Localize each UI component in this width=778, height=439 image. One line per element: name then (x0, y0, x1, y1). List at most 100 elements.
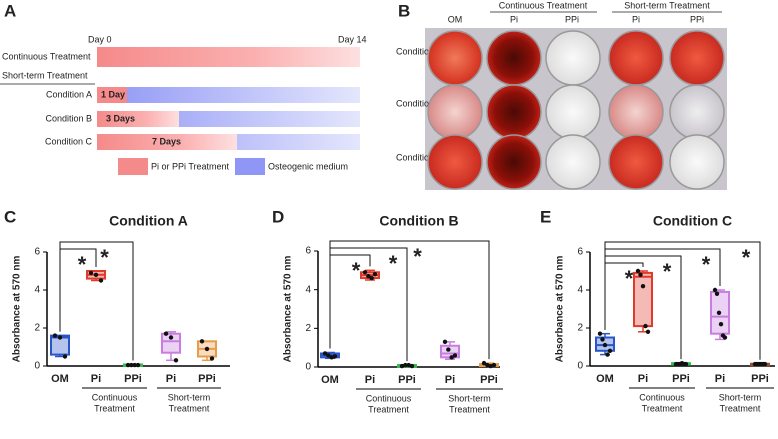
x-tick-label: Pi (445, 374, 455, 386)
well (545, 84, 601, 140)
significance-label: * (625, 266, 634, 291)
group-label: Continuous (366, 393, 412, 403)
legend-swatch (235, 158, 265, 175)
data-point (369, 275, 374, 281)
y-tick-label: 6 (305, 246, 311, 257)
data-point (62, 354, 68, 359)
box (633, 271, 653, 328)
group-label: Short-term Treatment (624, 0, 710, 10)
x-tick-label: PPi (198, 373, 216, 385)
group-label: Short-term (168, 392, 211, 402)
group-label: Treatment (94, 403, 135, 413)
data-point (209, 356, 215, 361)
column-label: Pi (510, 14, 518, 24)
x-tick-label: OM (596, 373, 614, 385)
significance-label: * (663, 259, 672, 284)
group-label: Continuous (92, 392, 138, 402)
data-point (199, 339, 205, 344)
well (427, 30, 483, 86)
data-point (714, 291, 720, 296)
data-point (452, 353, 458, 358)
data-point (366, 273, 371, 279)
data-point (488, 363, 493, 369)
well (608, 134, 664, 190)
box (161, 332, 181, 354)
well (545, 30, 601, 86)
x-tick-label: Pi (166, 373, 176, 385)
data-point (57, 335, 63, 340)
data-point (718, 322, 724, 327)
y-axis-label: Absorbance at 570 nm (555, 256, 566, 363)
significance-label: * (413, 244, 422, 269)
legend-label: Osteogenic medium (268, 161, 348, 171)
data-point (645, 329, 651, 334)
continuous-bar (97, 47, 360, 67)
well (608, 30, 664, 86)
row-label: Condition A (46, 89, 92, 99)
group-label: Treatment (169, 403, 210, 413)
data-point (125, 362, 131, 368)
day-label: Day 0 (88, 34, 112, 44)
well (427, 134, 483, 190)
data-point (132, 362, 137, 368)
y-tick-label: 4 (305, 284, 311, 295)
y-tick-label: 6 (577, 247, 583, 258)
group-label: Continuous Treatment (499, 0, 588, 10)
duration-label: 3 Days (106, 113, 135, 123)
panel-letter: E (540, 207, 551, 226)
data-point (605, 352, 610, 357)
data-point (640, 284, 646, 289)
significance-bracket (329, 254, 371, 349)
data-point (88, 270, 94, 276)
treatment-bar (97, 111, 179, 127)
panel-letter: A (4, 1, 16, 20)
x-tick-label: Pi (91, 373, 101, 385)
column-label: PPi (690, 14, 704, 24)
x-tick-label: PPi (672, 373, 690, 385)
well (486, 84, 542, 140)
data-point (322, 351, 328, 356)
data-point (722, 335, 728, 340)
row-label: Condition C (45, 136, 93, 146)
treatment-bar (97, 134, 237, 150)
data-point (372, 272, 378, 277)
group-label: Continuous (639, 392, 685, 402)
section-label: Short-term Treatment (2, 70, 88, 80)
data-point (173, 358, 179, 363)
data-point (403, 362, 408, 368)
row-label: Condition B (396, 98, 443, 108)
data-point (597, 331, 603, 336)
data-point (135, 362, 141, 368)
y-tick-label: 2 (34, 323, 40, 334)
data-point (643, 323, 648, 329)
y-tick-label: 0 (577, 361, 583, 372)
data-point (446, 347, 451, 352)
data-point (399, 363, 405, 369)
significance-bracket (604, 241, 761, 360)
row-label: Condition B (45, 113, 92, 123)
significance-label: * (78, 252, 87, 277)
medium-bar (97, 87, 360, 103)
data-point (683, 361, 689, 367)
wells (427, 30, 725, 190)
data-point (98, 278, 104, 283)
data-point (329, 355, 334, 360)
y-axis-label: Absorbance at 570 nm (283, 256, 294, 363)
panel-letter: D (272, 207, 284, 226)
duration-label: 1 Day (101, 89, 125, 99)
data-point (406, 362, 411, 368)
well (427, 84, 483, 140)
significance-bracket (59, 241, 134, 361)
data-point (204, 346, 210, 352)
data-point (442, 339, 448, 345)
y-tick-label: 4 (577, 285, 583, 296)
data-point (762, 361, 768, 367)
x-tick-label: Pi (638, 373, 648, 385)
significance-label: * (389, 251, 398, 276)
data-point (481, 360, 487, 366)
y-tick-label: 0 (34, 361, 40, 372)
well (608, 84, 664, 140)
significance-label: * (352, 258, 361, 283)
data-point (362, 270, 368, 275)
y-axis-label: Absorbance at 570 nm (12, 256, 23, 363)
